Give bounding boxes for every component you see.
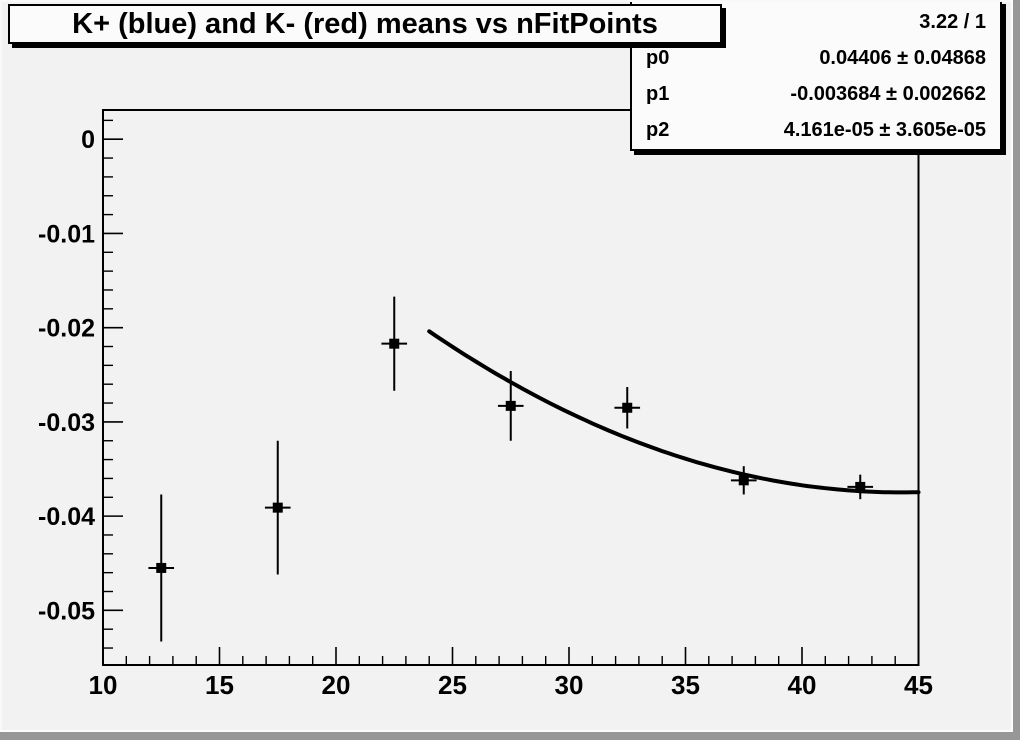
frame-rect bbox=[102, 109, 920, 666]
stats-p1-label: p1 bbox=[646, 83, 670, 105]
x-tick-label: 40 bbox=[788, 670, 817, 700]
y-tick-label: -0.03 bbox=[38, 409, 95, 437]
canvas-bevel-shadow-right bbox=[1013, 0, 1020, 740]
stats-row-p2: p2 4.161e-05 ± 3.605e-05 bbox=[632, 112, 1000, 148]
y-tick-label: 0 bbox=[81, 126, 95, 154]
x-tick-label: 10 bbox=[89, 670, 118, 700]
stats-row-p0: p0 0.04406 ± 0.04868 bbox=[632, 40, 1000, 76]
chart-title: K+ (blue) and K- (red) means vs nFitPoin… bbox=[72, 7, 658, 40]
stats-p0-label: p0 bbox=[646, 47, 670, 69]
x-axis: 10 15 20 25 30 35 40 45 bbox=[89, 647, 933, 700]
data-point-marker bbox=[505, 400, 516, 411]
y-axis: 0 -0.01 -0.02 -0.03 -0.04 -0.05 bbox=[38, 119, 123, 649]
y-tick-label: -0.02 bbox=[38, 315, 95, 343]
canvas-bevel-left bbox=[0, 0, 2, 740]
data-point-marker bbox=[622, 402, 633, 413]
x-tick-label: 30 bbox=[555, 670, 584, 700]
stats-row-chi2: 3.22 / 1 bbox=[632, 4, 1000, 40]
stats-p2-label: p2 bbox=[646, 119, 670, 141]
stats-row-p1: p1 -0.003684 ± 0.002662 bbox=[632, 76, 1000, 112]
stats-p1-value: -0.003684 ± 0.002662 bbox=[790, 83, 986, 105]
stats-p0-value: 0.04406 ± 0.04868 bbox=[819, 47, 986, 69]
data-series bbox=[148, 296, 874, 642]
fit-curve bbox=[427, 329, 921, 495]
x-tick-label: 15 bbox=[205, 670, 234, 700]
data-point-marker bbox=[389, 338, 400, 349]
canvas-bevel-top bbox=[0, 0, 1020, 2]
y-tick-label: -0.01 bbox=[38, 220, 95, 248]
y-tick-label: -0.04 bbox=[38, 503, 95, 531]
stats-p2-value: 4.161e-05 ± 3.605e-05 bbox=[783, 119, 986, 141]
canvas-bevel-shadow-bottom bbox=[0, 732, 1020, 740]
data-point-marker bbox=[855, 481, 866, 492]
stats-chi2-value: 3.22 / 1 bbox=[919, 11, 986, 33]
data-point-marker bbox=[156, 562, 167, 573]
data-point-marker bbox=[738, 475, 749, 486]
canvas-bevel-highlight-bottom bbox=[0, 730, 1020, 732]
x-tick-label: 25 bbox=[438, 670, 467, 700]
canvas-bevel-highlight-right bbox=[1011, 0, 1013, 740]
data-point-marker bbox=[272, 502, 283, 513]
x-tick-label: 20 bbox=[322, 670, 351, 700]
y-tick-label: -0.05 bbox=[38, 597, 95, 625]
x-tick-label: 45 bbox=[904, 670, 933, 700]
title-box: K+ (blue) and K- (red) means vs nFitPoin… bbox=[8, 4, 722, 44]
x-tick-label: 35 bbox=[671, 670, 700, 700]
